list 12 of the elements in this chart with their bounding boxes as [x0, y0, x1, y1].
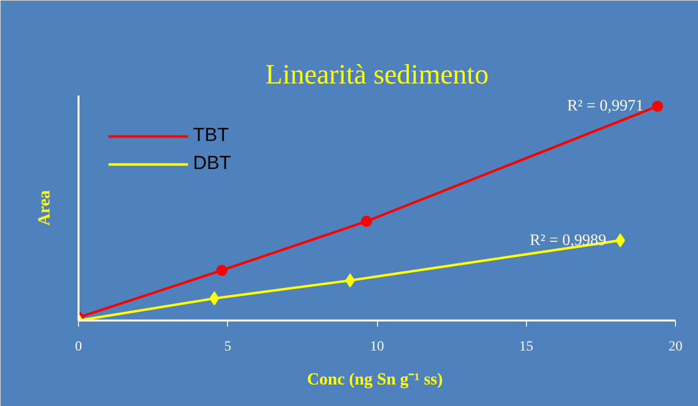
annotation: R² = 0,9971	[567, 98, 644, 115]
x-tick-label: 20	[668, 340, 682, 354]
legend-label: TBT	[193, 125, 229, 147]
y-axis-title: Area	[34, 190, 54, 226]
chart-title: Linearità sedimento	[265, 60, 489, 90]
x-tick-label: 10	[370, 340, 384, 354]
annotation: R² = 0,9989	[530, 232, 606, 249]
x-tick-label: 0	[75, 340, 82, 354]
legend-label: DBT	[193, 153, 231, 175]
x-axis-title: Conc (ng Sn g⁻¹ ss)	[306, 370, 443, 388]
x-tick-label: 5	[224, 340, 232, 354]
x-tick-label: 15	[519, 340, 534, 354]
